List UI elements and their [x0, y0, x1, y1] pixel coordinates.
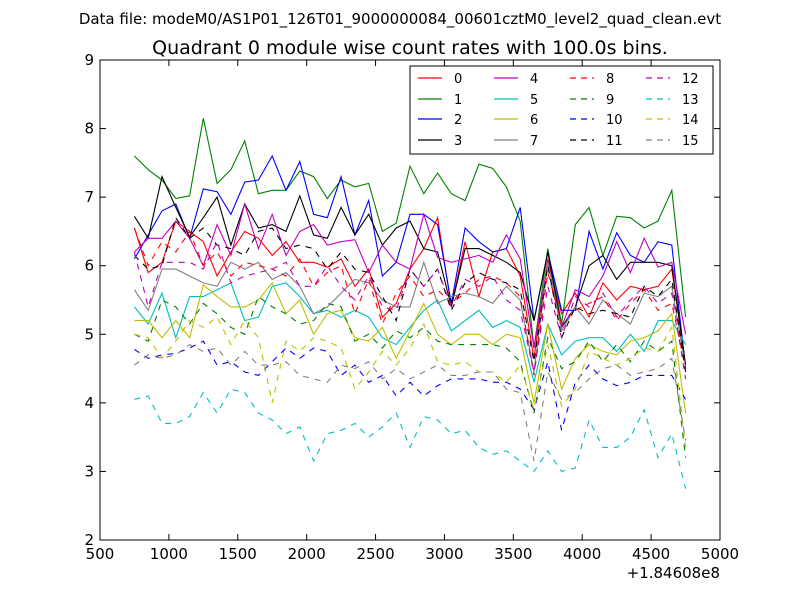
- series-group: [133, 118, 687, 489]
- x-tick-label: 1000: [150, 545, 188, 563]
- x-tick-label: 5000: [701, 545, 739, 563]
- x-tick-label: 2500: [356, 545, 394, 563]
- series-line-11: [134, 216, 687, 373]
- legend-label-3: 3: [454, 134, 462, 149]
- y-tick-label: 7: [84, 188, 94, 206]
- legend-label-10: 10: [606, 113, 623, 128]
- y-tick-label: 8: [84, 120, 94, 138]
- legend-label-11: 11: [606, 134, 623, 149]
- legend-label-14: 14: [682, 113, 699, 128]
- legend-label-13: 13: [682, 93, 699, 108]
- series-line-12: [133, 240, 687, 379]
- series-line-7: [133, 260, 687, 373]
- series-line-8: [133, 227, 687, 376]
- y-tick-label: 4: [84, 394, 94, 412]
- legend-label-5: 5: [530, 93, 538, 108]
- plot-area: 500 1000 1500 2000 2500 3000 3500 4000 4500 5000 2…: [84, 51, 739, 563]
- series-line-3: [133, 174, 687, 366]
- x-tick-label: 2000: [288, 545, 326, 563]
- legend-label-8: 8: [606, 72, 614, 87]
- y-tick-label: 9: [84, 51, 94, 69]
- series-line-13: [134, 388, 687, 489]
- ticks-group: 500 1000 1500 2000 2500 3000 3500 4000 4500 5000 2…: [84, 51, 739, 563]
- series-line-6: [134, 281, 687, 414]
- y-tick-label: 3: [84, 462, 94, 480]
- x-tick-label: 3000: [425, 545, 463, 563]
- series-line-15: [134, 343, 687, 462]
- x-tick-label: 4000: [563, 545, 601, 563]
- series-line-10: [134, 340, 687, 431]
- legend-label-15: 15: [682, 134, 699, 149]
- series-line-2: [133, 154, 687, 369]
- series-line-1: [134, 118, 687, 349]
- x-tick-label: 4500: [632, 545, 670, 563]
- y-tick-label: 2: [84, 531, 94, 549]
- chart-title: Quadrant 0 module wise count rates with …: [152, 37, 668, 59]
- x-offset-label: +1.84608e8: [627, 564, 720, 582]
- y-tick-label: 6: [84, 257, 94, 275]
- x-tick-label: 3500: [494, 545, 532, 563]
- series-line-5: [133, 282, 687, 383]
- legend-label-9: 9: [606, 93, 614, 108]
- legend-label-2: 2: [454, 113, 462, 128]
- plot-frame: [99, 59, 721, 541]
- legend-label-6: 6: [530, 113, 538, 128]
- series-line-0: [133, 215, 687, 366]
- legend-frame: [409, 65, 714, 155]
- series-line-14: [134, 316, 687, 448]
- legend-label-7: 7: [530, 134, 538, 149]
- legend-label-1: 1: [454, 93, 462, 108]
- x-tick-label: 1500: [219, 545, 257, 563]
- legend-label-4: 4: [530, 72, 538, 87]
- suptitle: Data file: modeM0/AS1P01_126T01_90000000…: [79, 10, 721, 29]
- legend-label-0: 0: [454, 72, 462, 87]
- legend-label-12: 12: [682, 72, 699, 87]
- x-tick-label: 500: [86, 545, 115, 563]
- series-line-9: [134, 295, 687, 458]
- y-tick-label: 5: [84, 325, 94, 343]
